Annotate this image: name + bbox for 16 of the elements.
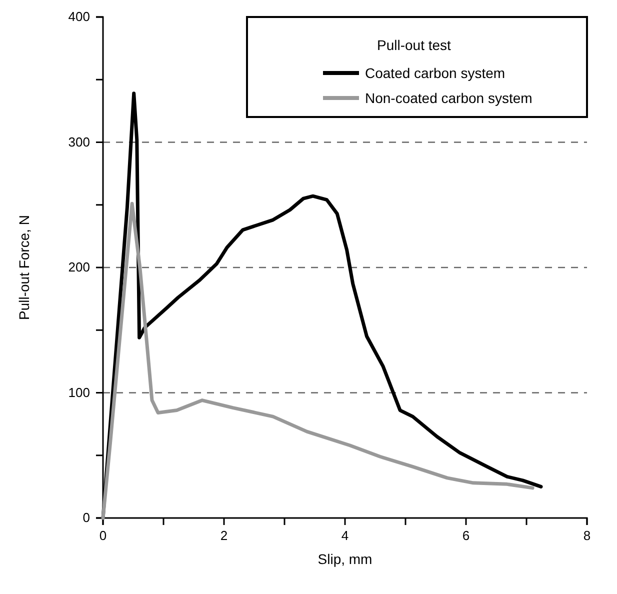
x-tick-label: 4 bbox=[341, 528, 349, 544]
y-tick-label: 100 bbox=[68, 384, 90, 400]
x-tick-label: 6 bbox=[462, 528, 470, 544]
y-tick-label: 200 bbox=[68, 260, 90, 275]
y-axis-title: Pull-out Force, N bbox=[16, 214, 32, 320]
y-tick-label: 300 bbox=[68, 134, 90, 150]
x-axis-title: Slip, mm bbox=[318, 551, 372, 567]
y-tick-label: 400 bbox=[68, 9, 90, 24]
x-tick-label: 0 bbox=[99, 528, 107, 544]
legend-label: Non-coated carbon system bbox=[365, 90, 532, 106]
legend-title: Pull-out test bbox=[377, 37, 452, 53]
line-series bbox=[101, 202, 534, 520]
x-tick-label: 8 bbox=[583, 528, 591, 544]
legend-label: Coated carbon system bbox=[365, 65, 506, 81]
y-tick-label: 0 bbox=[82, 510, 90, 526]
x-tick-label: 2 bbox=[220, 528, 228, 544]
